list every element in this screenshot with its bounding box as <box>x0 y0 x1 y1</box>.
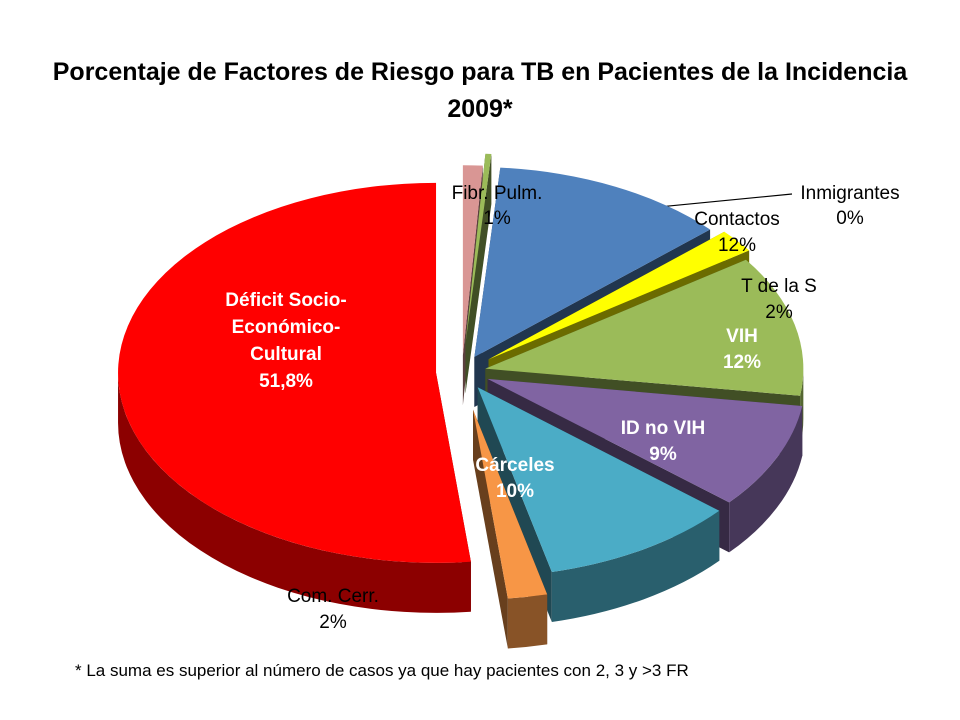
slice-labels: Fibr. Pulm. 1% Inmigrantes 0% Contactos 12% T … <box>225 183 899 633</box>
pie-slice <box>477 387 720 623</box>
pie-slice <box>465 153 492 394</box>
slice-label: VIH 12% <box>723 326 761 373</box>
slice-label: Contactos 12% <box>694 209 780 256</box>
chart-footnote: * La suma es superior al número de casos… <box>75 661 689 680</box>
slice-label: Fibr. Pulm. 1% <box>452 183 543 229</box>
slice-label: Com. Cerr. 2% <box>287 586 379 633</box>
slice-label: Cárceles 10% <box>475 455 554 502</box>
slice-label: Déficit Socio-Económico-Cultural 51,8% <box>225 290 346 392</box>
chart-title: Porcentaje de Factores de Riesgo para TB… <box>52 58 908 123</box>
slice-label: ID no VIH 9% <box>621 418 705 465</box>
pie-slices <box>118 153 804 649</box>
slice-label: T de la S 2% <box>741 276 817 323</box>
pie-slice <box>472 409 548 649</box>
slice-label: Inmigrantes 0% <box>800 183 899 229</box>
pie-slice <box>118 182 471 613</box>
